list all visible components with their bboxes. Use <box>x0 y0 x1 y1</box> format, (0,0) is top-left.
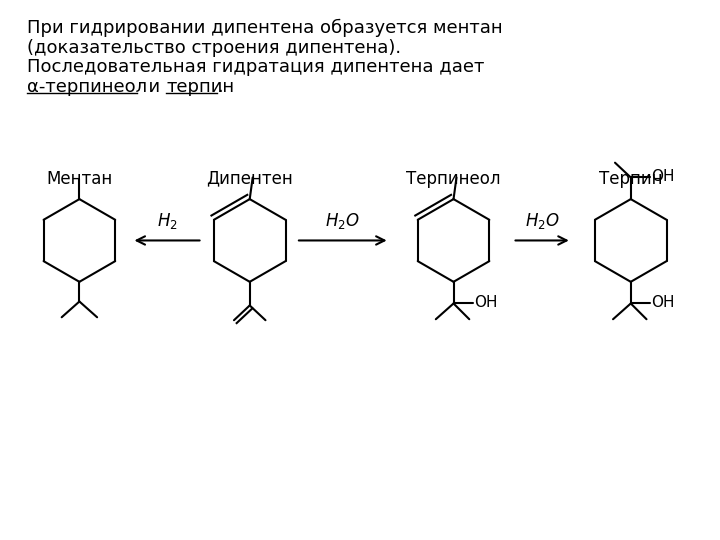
Text: Дипентен: Дипентен <box>207 170 293 187</box>
Text: $H_2O$: $H_2O$ <box>325 211 360 231</box>
Text: α-терпинеол: α-терпинеол <box>27 78 148 96</box>
Text: и: и <box>137 78 166 96</box>
Text: .: . <box>217 78 223 96</box>
Text: Последовательная гидратация дипентена дает: Последовательная гидратация дипентена да… <box>27 58 485 76</box>
Text: Терпин: Терпин <box>599 170 662 187</box>
Text: $H_2O$: $H_2O$ <box>525 211 559 231</box>
Text: $H_2$: $H_2$ <box>157 211 177 231</box>
Text: OH: OH <box>652 169 675 184</box>
Text: OH: OH <box>474 295 498 310</box>
Text: (доказательство строения дипентена).: (доказательство строения дипентена). <box>27 39 401 57</box>
Text: OH: OH <box>652 295 675 310</box>
Text: Терпинеол: Терпинеол <box>406 170 501 187</box>
Text: При гидрировании дипентена образуется ментан: При гидрировании дипентена образуется ме… <box>27 19 503 37</box>
Text: терпин: терпин <box>166 78 234 96</box>
Text: Ментан: Ментан <box>46 170 112 187</box>
